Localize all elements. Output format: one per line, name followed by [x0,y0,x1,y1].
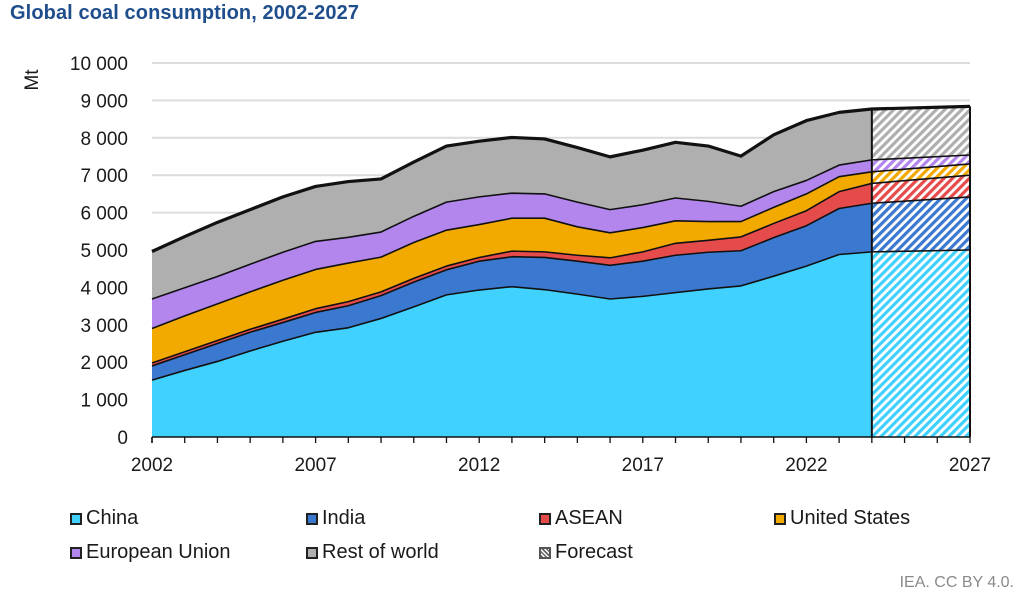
chart-title: Global coal consumption, 2002-2027 [10,2,360,24]
x-tick-label: 2012 [458,455,500,476]
legend-swatch-rest-of-world [306,546,318,559]
legend-label: European Union [86,541,231,563]
source-credit: IEA. CC BY 4.0. [899,574,1014,591]
area-forecast-rest-of-world [871,106,970,160]
layer-boundary [151,249,971,381]
layer-boundary [151,196,971,367]
area-china [152,251,872,437]
y-tick-label: 4 000 [80,278,128,299]
legend-item-india: India [306,507,365,530]
legend-item-forecast: Forecast [539,541,633,564]
layer-boundary [151,163,971,330]
legend-label: Rest of world [322,541,439,563]
legend-swatch-forecast [539,546,551,559]
area-forecast-china [871,250,970,437]
y-tick-label: 2 000 [80,353,128,374]
area-forecast-asean [871,175,970,204]
y-tick-label: 9 000 [80,91,128,112]
y-tick-label: 7 000 [80,166,128,187]
legend-label: India [322,507,366,529]
x-tick-label: 2022 [785,455,827,476]
area-layers [151,104,971,437]
x-tick-label: 2002 [131,455,173,476]
legend-item-united-states: United States [774,507,910,530]
total-line [151,104,971,253]
x-tick-label: 2027 [949,455,991,476]
y-tick-label: 8 000 [80,129,128,150]
area-rest-of-world [152,109,872,299]
area-forecast-india [871,196,970,252]
legend-swatch-european-union [70,546,82,559]
legend-swatch-united-states [774,512,786,525]
y-tick-label: 6 000 [80,204,128,225]
y-tick-label: 3 000 [80,316,128,337]
x-tick-label: 2007 [294,455,336,476]
legend-item-rest-of-world: Rest of world [306,541,439,564]
y-tick-label: 1 000 [80,391,128,412]
axes: 2002 2007 2012 2017 2022 2027 0 1 000 2 000 3 000… [70,54,991,476]
legend-item-china: China [70,507,138,530]
legend-swatch-asean [539,512,551,525]
legend-item-asean: ASEAN [539,507,623,530]
legend-item-european-union: European Union [70,541,231,564]
y-tick-label: 10 000 [70,54,128,75]
y-axis-label: Mt [22,69,43,91]
x-tick-label: 2017 [622,455,664,476]
y-tick-label: 0 [117,428,128,449]
legend-label: ASEAN [555,507,623,529]
layer-boundary [151,154,971,300]
y-tick-label: 5 000 [80,241,128,262]
area-european-union [152,159,872,329]
legend-swatch-india [306,512,318,525]
legend-label: United States [790,507,911,529]
legend-label: Forecast [555,541,633,563]
legend-swatch-china [70,512,82,525]
legend-label: China [86,507,139,529]
area-forecast-united-states [871,163,970,184]
layer-boundary [151,174,971,364]
